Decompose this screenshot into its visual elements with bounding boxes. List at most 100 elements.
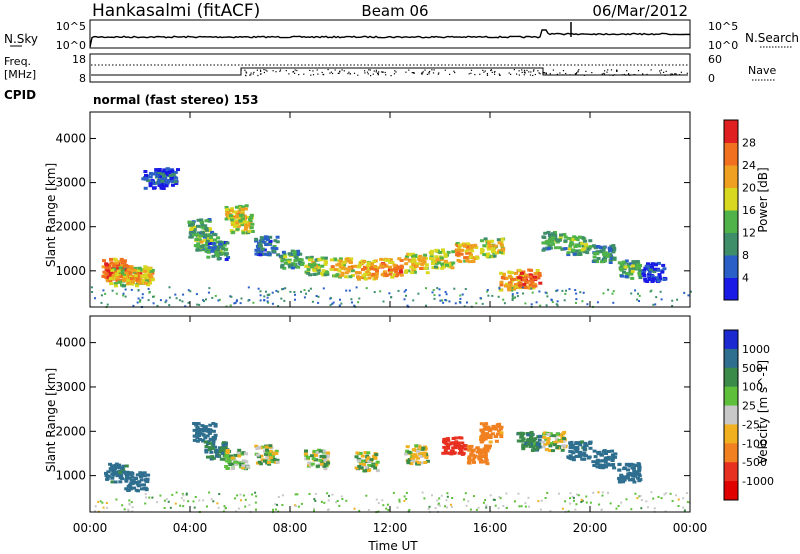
power-cell bbox=[629, 272, 634, 276]
power-cell bbox=[456, 250, 461, 254]
velocity-cell bbox=[469, 452, 474, 456]
power-cell bbox=[113, 270, 117, 274]
nave-point bbox=[484, 70, 486, 72]
velocity-cell bbox=[323, 458, 328, 462]
velocity-cell bbox=[521, 432, 526, 436]
power-cell bbox=[637, 273, 642, 277]
nave-point bbox=[433, 69, 435, 71]
power-cell bbox=[445, 299, 448, 302]
nave-point bbox=[528, 71, 530, 73]
velocity-cell bbox=[617, 480, 622, 484]
velocity-cell bbox=[446, 495, 449, 498]
velocity-cell bbox=[403, 495, 406, 498]
power-cell bbox=[284, 287, 287, 290]
power-cell bbox=[203, 233, 208, 237]
power-cell bbox=[117, 280, 122, 284]
velocity-cell bbox=[530, 449, 535, 452]
nave-point bbox=[559, 72, 561, 74]
velocity-cell bbox=[359, 466, 364, 470]
velocity-cell bbox=[625, 498, 628, 501]
noise-tick-right-top: 10^5 bbox=[708, 20, 738, 33]
power-cell bbox=[580, 236, 585, 240]
freq-tick-bottom: 8 bbox=[79, 72, 86, 85]
power-cell bbox=[335, 273, 340, 277]
power-cell bbox=[216, 236, 221, 240]
nave-point bbox=[272, 70, 274, 72]
velocity-cell bbox=[406, 461, 411, 465]
power-cell bbox=[535, 271, 540, 275]
power-cell bbox=[199, 220, 204, 224]
power-cell bbox=[146, 283, 151, 287]
velocity-cell bbox=[443, 451, 448, 455]
power-cell bbox=[257, 287, 260, 290]
velocity-cell bbox=[223, 505, 226, 508]
power-cell bbox=[217, 299, 220, 302]
velocity-cell bbox=[94, 505, 97, 508]
power-cell bbox=[381, 262, 386, 266]
power-cell bbox=[428, 251, 433, 255]
power-cell bbox=[152, 186, 156, 190]
velocity-cell bbox=[203, 436, 208, 440]
power-cell bbox=[533, 275, 537, 279]
velocity-cell bbox=[138, 471, 143, 475]
velocity-cell bbox=[485, 506, 488, 509]
velocity-cell bbox=[241, 464, 246, 468]
nave-point bbox=[510, 73, 512, 75]
power-cell bbox=[553, 233, 558, 237]
power-cell bbox=[146, 179, 151, 183]
velocity-cell bbox=[457, 436, 462, 440]
power-cell bbox=[275, 235, 280, 239]
power-cell bbox=[114, 272, 119, 276]
power-cell bbox=[296, 249, 301, 253]
power-cell bbox=[553, 246, 558, 250]
power-cell bbox=[130, 280, 135, 284]
power-cell bbox=[482, 244, 487, 248]
velocity-cell bbox=[355, 451, 360, 455]
power-cell bbox=[137, 280, 142, 284]
velocity-cell bbox=[106, 474, 111, 478]
velocity-cell bbox=[213, 422, 218, 426]
power-cell bbox=[212, 238, 217, 242]
power-cell bbox=[482, 253, 487, 257]
power-cell bbox=[120, 271, 125, 275]
power-cell bbox=[306, 268, 311, 271]
power-cell bbox=[259, 238, 264, 241]
nave-point bbox=[338, 72, 340, 74]
power-cell bbox=[122, 274, 127, 278]
power-cell bbox=[157, 183, 162, 187]
velocity-cell bbox=[228, 463, 233, 466]
power-cell bbox=[595, 252, 600, 256]
nave-point bbox=[532, 74, 534, 77]
velocity-cell bbox=[199, 427, 204, 431]
velocity-cell bbox=[105, 477, 110, 481]
velocity-cell bbox=[367, 509, 370, 511]
power-cell bbox=[170, 169, 175, 173]
nave-point bbox=[310, 74, 312, 76]
velocity-cell bbox=[483, 456, 488, 460]
nave-point bbox=[240, 69, 242, 71]
power-cell bbox=[289, 263, 294, 267]
velocity-cell bbox=[275, 460, 280, 464]
power-cell bbox=[551, 301, 554, 303]
velocity-cell bbox=[294, 505, 297, 508]
power-cell bbox=[275, 289, 278, 292]
power-cell bbox=[139, 268, 144, 272]
power-cell bbox=[372, 260, 377, 263]
velocity-cell bbox=[496, 425, 501, 428]
power-cell bbox=[191, 233, 196, 237]
power-cell bbox=[139, 299, 142, 302]
power-cell bbox=[235, 227, 240, 231]
velocity-cell bbox=[180, 497, 183, 499]
power-cell bbox=[431, 266, 436, 270]
power-cell bbox=[195, 293, 198, 296]
power-cell bbox=[102, 289, 105, 292]
power-cell bbox=[234, 215, 239, 218]
power-cell bbox=[652, 267, 657, 271]
velocity-cell bbox=[417, 461, 421, 465]
power-cell bbox=[480, 249, 485, 253]
power-cell bbox=[516, 295, 519, 298]
power-cell bbox=[108, 277, 113, 281]
nave-point bbox=[670, 73, 672, 75]
velocity-cell bbox=[598, 463, 603, 467]
